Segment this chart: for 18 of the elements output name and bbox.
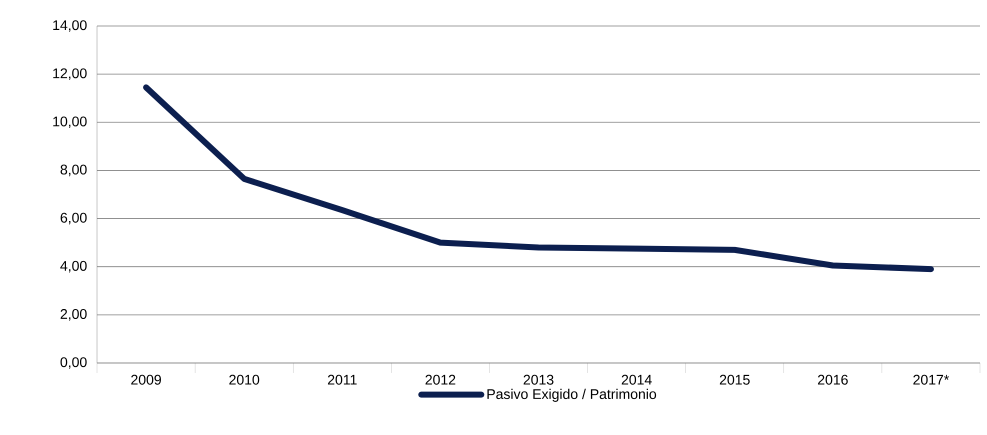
x-tick-label: 2009 — [131, 374, 161, 385]
y-tick-label: 2,00 — [60, 309, 87, 321]
y-tick-label: 4,00 — [60, 260, 87, 272]
x-tick-label: 2012 — [426, 374, 456, 385]
legend-label: Pasivo Exigido / Patrimonio — [487, 388, 656, 402]
x-tick-label: 2014 — [622, 374, 652, 385]
y-tick-label: 12,00 — [53, 68, 87, 80]
x-tick-label: 2013 — [524, 374, 554, 385]
y-tick-label: 8,00 — [60, 164, 87, 176]
x-tick-label: 2011 — [328, 374, 357, 385]
y-tick-label: 10,00 — [53, 116, 87, 128]
y-tick-label: 14,00 — [53, 20, 87, 32]
x-tick-label: 2017* — [913, 374, 950, 385]
x-tick-label: 2015 — [720, 374, 750, 385]
x-tick-label: 2010 — [229, 374, 260, 385]
y-tick-label: 0,00 — [60, 357, 87, 369]
y-tick-label: 6,00 — [60, 212, 87, 224]
x-tick-label: 2016 — [818, 374, 848, 385]
